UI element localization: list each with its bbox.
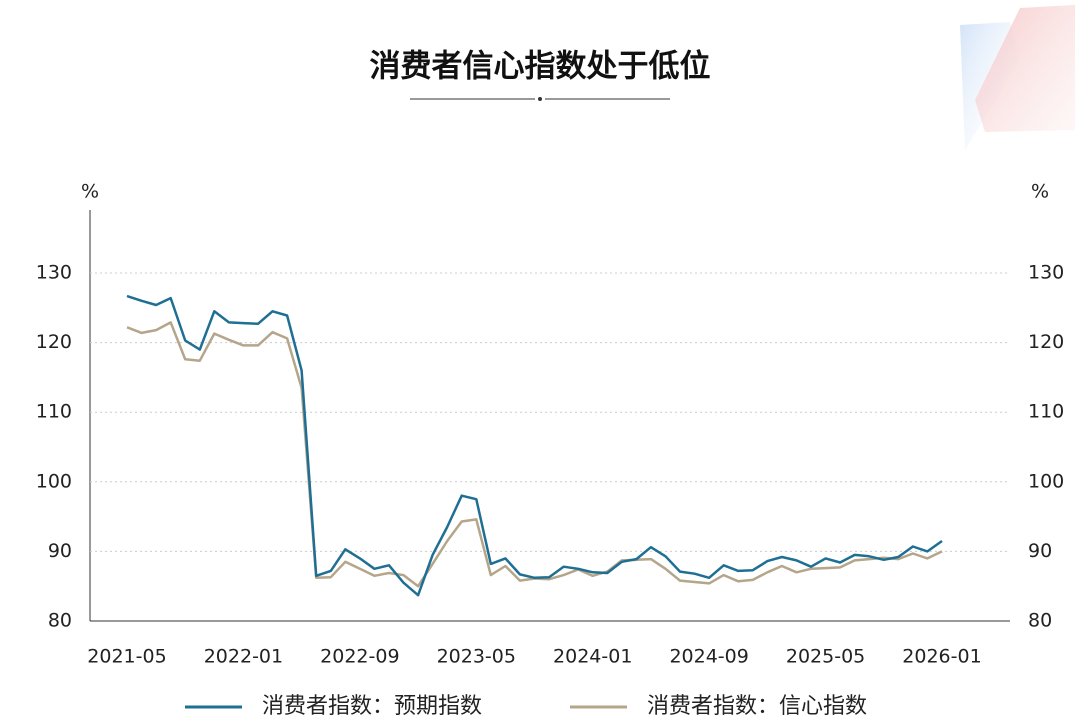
series-line: [126, 321, 943, 588]
x-tick-label: 2024-09: [669, 646, 748, 668]
y-tick-label: 130: [36, 262, 72, 284]
x-tick-label: 2022-09: [320, 646, 399, 668]
y2-tick-label: 90: [1028, 540, 1052, 562]
x-tick-label: 2022-01: [204, 646, 283, 668]
x-tick-label: 2023-05: [437, 646, 516, 668]
series-line: [126, 294, 943, 597]
title-dot: [538, 97, 542, 101]
y2-tick-label: 130: [1028, 262, 1064, 284]
x-tick-label: 2026-01: [902, 646, 981, 668]
y2-tick-label: 110: [1028, 401, 1064, 423]
decoration: [975, 5, 1075, 132]
x-tick-label: 2021-05: [87, 646, 166, 668]
y2-tick-label: 120: [1028, 331, 1064, 353]
y2-tick-label: 100: [1028, 470, 1064, 492]
x-tick-label: 2024-01: [553, 646, 632, 668]
chart-title: 消费者信心指数处于低位: [370, 49, 711, 85]
legend-label: 消费者指数：信心指数: [647, 694, 867, 719]
y2-axis-label: %: [1031, 181, 1049, 203]
y2-tick-label: 80: [1028, 610, 1052, 632]
y-tick-label: 80: [48, 610, 72, 632]
y-tick-label: 110: [36, 401, 72, 423]
legend-label: 消费者指数：预期指数: [262, 694, 482, 719]
x-tick-label: 2025-05: [786, 646, 865, 668]
y-tick-label: 90: [48, 540, 72, 562]
y-tick-label: 100: [36, 470, 72, 492]
y-axis-label: %: [81, 181, 99, 203]
y-tick-label: 120: [36, 331, 72, 353]
